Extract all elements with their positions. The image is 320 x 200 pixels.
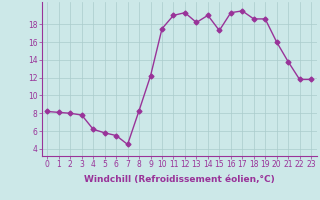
X-axis label: Windchill (Refroidissement éolien,°C): Windchill (Refroidissement éolien,°C): [84, 175, 275, 184]
